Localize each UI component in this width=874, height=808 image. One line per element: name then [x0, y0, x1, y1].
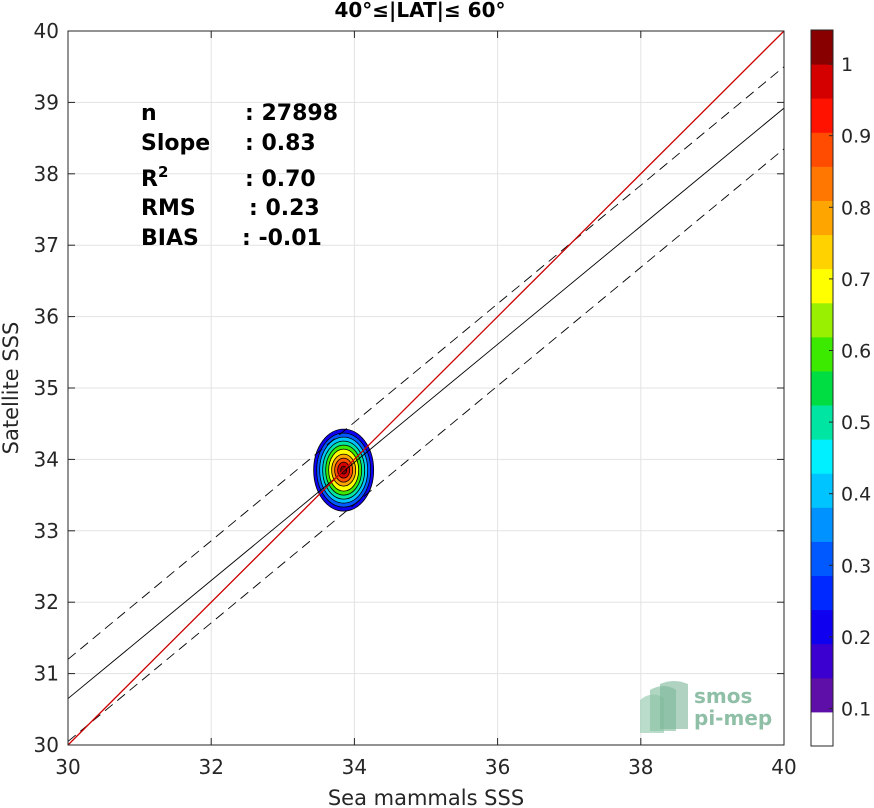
colorbar-tick-label: 0.7 [841, 269, 871, 291]
y-tick-label: 35 [34, 376, 59, 400]
colorbar-segment [811, 575, 833, 611]
y-tick-label: 32 [34, 590, 59, 614]
stat-label: BIAS [141, 226, 199, 251]
chart-title: 40°≤|LAT|≤ 60° [334, 0, 505, 22]
logo-line-smos: smos [694, 684, 752, 708]
stat-value: : 27898 [245, 101, 338, 126]
colorbar-segment [811, 98, 833, 133]
identity-line [67, 30, 785, 746]
regression-lower-bound-line [67, 148, 785, 742]
y-tick-label: 38 [34, 162, 59, 186]
y-axis-ticks: 30 31 32 33 34 35 36 37 38 39 40 [34, 19, 784, 757]
colorbar-tick-label: 0.1 [841, 698, 871, 720]
colorbar-segment [811, 30, 833, 65]
colorbar-tick-label: 1 [841, 54, 853, 76]
logo-line-pimep: pi-mep [694, 706, 772, 730]
x-tick-label: 32 [198, 755, 223, 779]
colorbar-segment [811, 677, 833, 713]
x-tick-label: 36 [485, 755, 510, 779]
stat-value: : 0.23 [249, 196, 320, 221]
colorbar-tick-label: 0.4 [841, 484, 871, 506]
regression-line [67, 107, 785, 699]
colorbar-segment [811, 541, 833, 577]
colorbar-segment [811, 507, 833, 542]
colorbar-segment [811, 234, 833, 270]
colorbar-segment [811, 132, 833, 167]
x-tick-label: 38 [628, 755, 653, 779]
y-tick-label: 33 [34, 519, 59, 543]
colorbar-segment [811, 370, 833, 406]
plot-area [67, 30, 785, 746]
colorbar-segment [811, 439, 833, 474]
y-tick-label: 34 [34, 447, 59, 471]
y-tick-label: 31 [34, 662, 59, 686]
colorbar-segment [811, 405, 833, 440]
stat-label: n [141, 101, 157, 126]
y-tick-label: 30 [34, 733, 59, 757]
x-axis-ticks: 30 32 34 36 38 40 [55, 31, 797, 779]
x-tick-label: 30 [55, 755, 80, 779]
colorbar-segment [811, 200, 833, 236]
colorbar-frame [810, 29, 834, 747]
colorbar-segment [811, 473, 833, 508]
colorbar-segment [811, 64, 833, 99]
logo-wave-icon [640, 681, 688, 733]
colorbar-tick-label: 0.8 [841, 197, 871, 219]
colorbar-segment [811, 711, 833, 747]
colorbar-tick-label: 0.9 [841, 126, 871, 148]
y-tick-label: 37 [34, 233, 59, 257]
grid-lines [67, 30, 785, 746]
colorbar-tick-label: 0.3 [841, 555, 871, 577]
colorbar-segment [811, 609, 833, 645]
y-tick-label: 39 [34, 90, 59, 114]
y-tick-label: 40 [34, 19, 59, 43]
y-axis-label: Satellite SSS [0, 322, 23, 455]
regression-upper-bound-line [67, 66, 785, 660]
colorbar-segment [811, 643, 833, 679]
colorbar-tick-label: 0.6 [841, 340, 871, 362]
colorbar-segment [811, 268, 833, 304]
colorbar-segment [811, 166, 833, 201]
colorbar: 0.1 0.2 0.3 0.4 0.5 0.6 0.7 0.8 0.9 1 [810, 29, 871, 747]
stat-label: RMS [141, 196, 196, 221]
colorbar-tick-label: 0.2 [841, 627, 871, 649]
smos-pi-mep-logo: smos pi-mep [640, 681, 772, 733]
stat-value: : -0.01 [242, 226, 322, 251]
x-tick-label: 34 [342, 755, 367, 779]
stat-value: : 0.70 [245, 167, 316, 192]
colorbar-segment [811, 302, 833, 338]
stat-value: : 0.83 [245, 131, 316, 156]
colorbar-segment [811, 336, 833, 372]
y-tick-label: 36 [34, 305, 59, 329]
x-axis-label: Sea mammals SSS [328, 786, 524, 808]
x-tick-label: 40 [771, 755, 796, 779]
regression-lines [67, 30, 785, 746]
stat-label: Slope [141, 131, 210, 156]
colorbar-tick-label: 0.5 [841, 412, 871, 434]
